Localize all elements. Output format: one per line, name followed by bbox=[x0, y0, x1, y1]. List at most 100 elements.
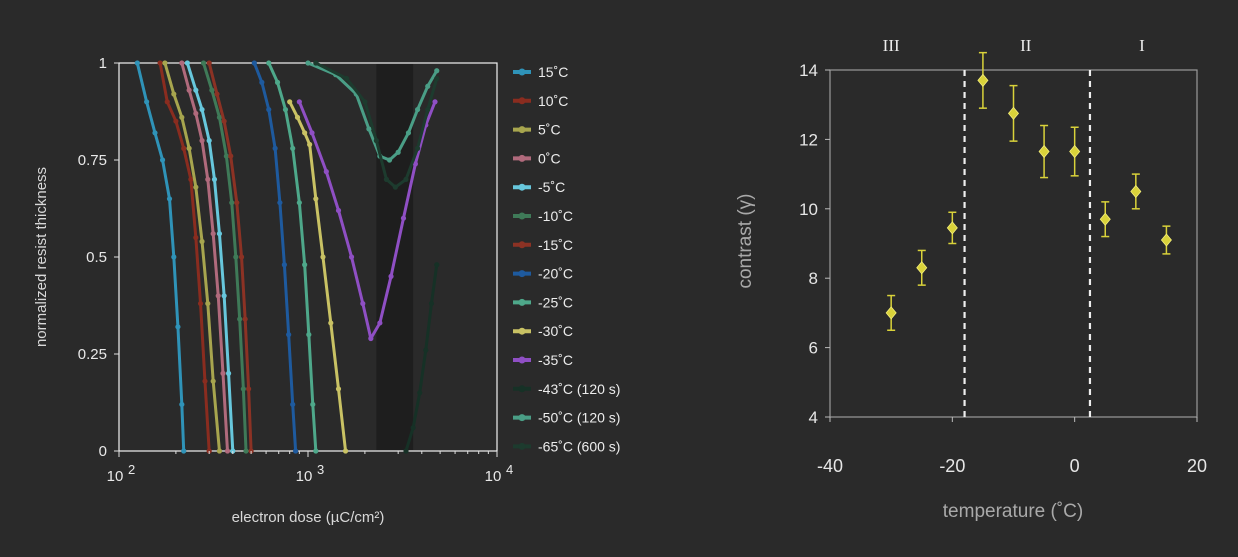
region-label: III bbox=[883, 36, 900, 55]
series-11 bbox=[403, 262, 440, 454]
legend-marker bbox=[518, 414, 526, 422]
data-point bbox=[287, 99, 293, 105]
data-point bbox=[290, 145, 296, 151]
data-point bbox=[237, 316, 243, 322]
data-point bbox=[210, 378, 216, 384]
x-tick-label: -20 bbox=[939, 456, 965, 476]
data-point bbox=[211, 176, 218, 182]
data-point bbox=[242, 316, 248, 322]
y-tick-label: 0 bbox=[99, 443, 107, 460]
data-point bbox=[366, 126, 372, 132]
data-point bbox=[274, 79, 281, 85]
data-point bbox=[417, 390, 423, 396]
data-point bbox=[181, 145, 187, 151]
y-tick-label: 6 bbox=[809, 339, 818, 358]
data-point bbox=[386, 157, 393, 163]
data-point bbox=[1160, 233, 1172, 247]
data-point bbox=[377, 320, 383, 326]
data-point bbox=[1038, 144, 1050, 159]
data-point bbox=[977, 73, 989, 88]
data-point bbox=[266, 106, 272, 113]
data-point bbox=[159, 157, 166, 163]
legend-label: 5˚C bbox=[538, 122, 561, 138]
data-point bbox=[184, 60, 190, 66]
data-point bbox=[423, 347, 429, 353]
data-point bbox=[296, 200, 302, 206]
data-point bbox=[428, 300, 435, 307]
series-4 bbox=[184, 60, 236, 454]
data-point bbox=[309, 130, 315, 136]
data-point bbox=[306, 332, 312, 338]
legend-label: -20˚C bbox=[538, 266, 573, 282]
x-tick-label: 10 bbox=[107, 468, 124, 485]
data-point bbox=[225, 370, 232, 376]
x-tick-label-exponent: 2 bbox=[128, 462, 135, 477]
series-0 bbox=[134, 60, 187, 454]
data-point bbox=[362, 99, 368, 105]
data-point bbox=[152, 130, 158, 136]
data-point bbox=[197, 300, 204, 307]
region-label: I bbox=[1139, 36, 1145, 55]
data-point bbox=[157, 60, 163, 66]
y-tick-label: 0.75 bbox=[78, 152, 107, 169]
data-point bbox=[228, 153, 234, 159]
data-point bbox=[171, 91, 177, 97]
data-point bbox=[410, 425, 416, 431]
data-point bbox=[193, 184, 199, 190]
data-point bbox=[234, 200, 240, 206]
data-point bbox=[181, 448, 187, 454]
legend-marker bbox=[518, 212, 526, 220]
data-point bbox=[179, 60, 185, 66]
data-point bbox=[223, 153, 229, 159]
data-point bbox=[293, 448, 299, 454]
data-point bbox=[210, 231, 216, 237]
legend-marker bbox=[518, 298, 526, 306]
y-tick-label: 0.5 bbox=[86, 249, 107, 266]
data-point bbox=[403, 448, 409, 454]
data-point bbox=[434, 75, 440, 82]
data-point bbox=[240, 386, 246, 392]
y-tick-label: 14 bbox=[799, 61, 818, 80]
data-point bbox=[216, 448, 223, 454]
data-point bbox=[400, 215, 407, 221]
data-point bbox=[310, 401, 316, 408]
data-point bbox=[215, 293, 221, 299]
x-tick-label: -40 bbox=[817, 456, 843, 476]
legend-marker bbox=[518, 385, 526, 393]
legend-marker bbox=[518, 183, 526, 191]
legend-label: -25˚C bbox=[538, 294, 573, 310]
data-point bbox=[266, 60, 272, 66]
data-point bbox=[199, 106, 205, 113]
data-point bbox=[214, 91, 220, 97]
data-point bbox=[164, 99, 170, 105]
series-10 bbox=[296, 99, 438, 342]
data-point bbox=[395, 149, 401, 155]
data-point bbox=[296, 99, 302, 105]
legend-marker bbox=[518, 442, 526, 450]
data-point bbox=[188, 176, 194, 182]
data-point bbox=[206, 60, 212, 66]
data-point bbox=[343, 75, 350, 82]
data-point bbox=[221, 293, 227, 299]
legend-marker bbox=[518, 327, 526, 335]
legend-label: -10˚C bbox=[538, 208, 573, 224]
plot-area bbox=[829, 69, 1198, 418]
data-point bbox=[313, 60, 319, 66]
data-point bbox=[434, 262, 440, 268]
series-8 bbox=[266, 60, 319, 454]
data-point bbox=[1069, 144, 1081, 159]
data-point bbox=[335, 207, 342, 214]
data-point bbox=[323, 169, 329, 175]
data-point bbox=[305, 60, 311, 66]
data-point bbox=[251, 60, 257, 66]
x-tick-label-exponent: 3 bbox=[317, 462, 324, 477]
legend-label: -5˚C bbox=[538, 179, 565, 195]
legend-label: -15˚C bbox=[538, 237, 573, 253]
region-label: II bbox=[1020, 36, 1032, 55]
legend-label: 15˚C bbox=[538, 64, 568, 80]
data-point bbox=[144, 99, 150, 105]
y-tick-label: 0.25 bbox=[78, 346, 107, 363]
data-point bbox=[277, 200, 283, 206]
data-point bbox=[220, 370, 226, 376]
